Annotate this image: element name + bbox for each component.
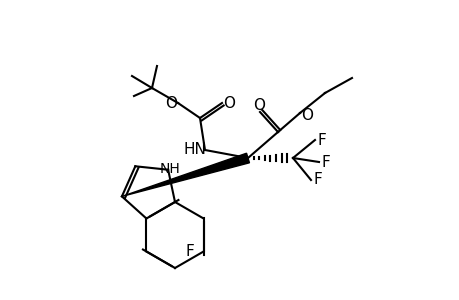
Text: F: F [321, 154, 330, 169]
Polygon shape [122, 153, 249, 196]
Text: HN: HN [183, 142, 206, 157]
Text: F: F [185, 244, 194, 259]
Text: F: F [317, 133, 326, 148]
Text: F: F [313, 172, 322, 188]
Text: O: O [252, 98, 264, 112]
Text: O: O [300, 107, 312, 122]
Text: O: O [223, 95, 235, 110]
Text: O: O [165, 95, 177, 110]
Text: NH: NH [159, 162, 180, 176]
